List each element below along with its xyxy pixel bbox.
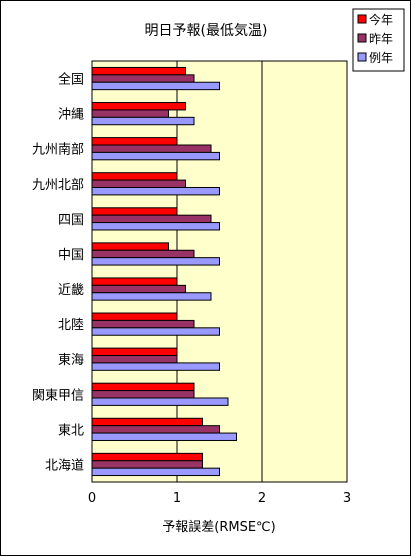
- bar-昨年-北陸: [91, 319, 195, 329]
- x-tick-labels: 0 1 2 3: [88, 491, 351, 506]
- x-tick-label: 1: [173, 491, 181, 506]
- category-label: 九州南部: [32, 142, 84, 158]
- bar-今年-近畿: [91, 277, 178, 286]
- bars: [91, 66, 237, 477]
- category-label: 沖縄: [58, 108, 84, 123]
- x-tick-label: 0: [88, 491, 96, 506]
- bar-例年-沖縄: [91, 116, 195, 126]
- legend-swatch: [357, 33, 367, 43]
- bar-昨年-北海道: [91, 460, 203, 469]
- category-label: 東北: [58, 422, 84, 438]
- legend-swatch: [357, 14, 367, 24]
- bar-今年-関東甲信: [91, 382, 195, 392]
- category-label: 近畿: [58, 283, 84, 298]
- legend-label: 昨年: [369, 32, 393, 46]
- bar-今年-東海: [91, 347, 178, 357]
- bar-昨年-近畿: [91, 284, 186, 294]
- legend-label: 今年: [369, 12, 393, 27]
- bar-昨年-四国: [91, 214, 212, 224]
- bar-昨年-中国: [91, 249, 195, 259]
- category-label: 中国: [58, 248, 84, 263]
- category-label: 関東甲信: [32, 387, 84, 403]
- bar-例年-全国: [91, 81, 220, 91]
- category-label: 四国: [58, 213, 84, 228]
- bar-今年-四国: [91, 207, 178, 216]
- gridlines: [176, 61, 263, 482]
- x-axis-label: 予報誤差(RMSE℃): [162, 519, 275, 535]
- bar-昨年-九州南部: [91, 144, 212, 153]
- legend-swatch: [357, 52, 367, 62]
- bar-例年-北海道: [91, 467, 220, 477]
- x-tick-label: 2: [258, 491, 266, 506]
- x-tick-label: 3: [343, 491, 351, 506]
- bar-昨年-沖縄: [91, 109, 169, 118]
- bar-例年-東海: [91, 362, 220, 371]
- bar-昨年-関東甲信: [91, 390, 195, 399]
- bar-今年-九州北部: [91, 172, 178, 181]
- category-label: 東海: [58, 352, 84, 368]
- bar-例年-四国: [91, 222, 220, 231]
- bar-昨年-東海: [91, 355, 178, 364]
- bar-今年-北陸: [91, 312, 178, 321]
- bar-今年-北海道: [91, 452, 203, 462]
- bar-例年-九州北部: [91, 186, 220, 196]
- bar-例年-関東甲信: [91, 397, 229, 406]
- bar-例年-九州南部: [91, 151, 220, 161]
- bar-例年-近畿: [91, 292, 212, 301]
- plot-area: [91, 60, 348, 483]
- chart-title: 明日予報(最低気温): [145, 23, 268, 39]
- category-label: 北海道: [45, 458, 84, 473]
- bar-例年-中国: [91, 257, 220, 266]
- category-label: 北陸: [58, 317, 84, 333]
- bar-今年-東北: [91, 417, 203, 427]
- category-label: 全国: [58, 72, 84, 88]
- bar-例年-東北: [91, 432, 237, 441]
- bar-昨年-東北: [91, 425, 220, 434]
- bar-昨年-全国: [91, 74, 195, 83]
- bar-例年-北陸: [91, 327, 220, 336]
- bar-今年-全国: [91, 66, 186, 76]
- bar-昨年-九州北部: [91, 179, 186, 188]
- bar-今年-九州南部: [91, 137, 178, 146]
- category-label: 九州北部: [32, 178, 84, 193]
- bar-今年-中国: [91, 242, 169, 251]
- legend-label: 例年: [369, 51, 393, 65]
- bar-今年-沖縄: [91, 102, 186, 111]
